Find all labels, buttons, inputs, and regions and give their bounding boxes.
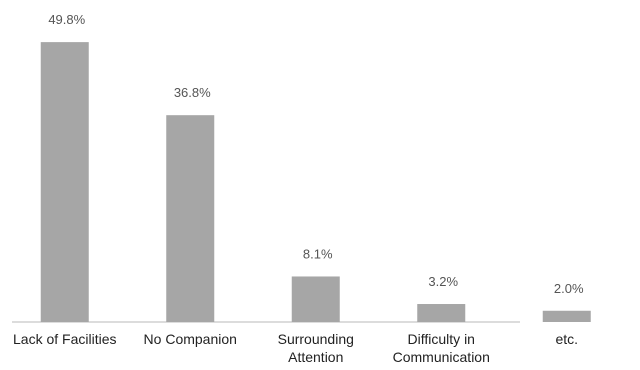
x-tick-label: No Companion (143, 331, 237, 347)
x-tick-label: Surrounding Attention (277, 331, 354, 365)
bar (166, 115, 215, 323)
bar (40, 42, 89, 323)
x-tick-label: Lack of Facilities (13, 331, 117, 347)
value-label: 8.1% (303, 246, 333, 261)
value-label: 36.8% (174, 85, 211, 100)
value-label: 2.0% (554, 281, 584, 296)
x-tick-label: Difficulty in Communication (392, 331, 490, 365)
value-label: 3.2% (428, 274, 458, 289)
value-label: 49.8% (48, 12, 85, 27)
bar (417, 304, 466, 322)
bar (542, 310, 591, 322)
x-tick-label: etc. (555, 331, 579, 347)
bar (291, 276, 340, 322)
